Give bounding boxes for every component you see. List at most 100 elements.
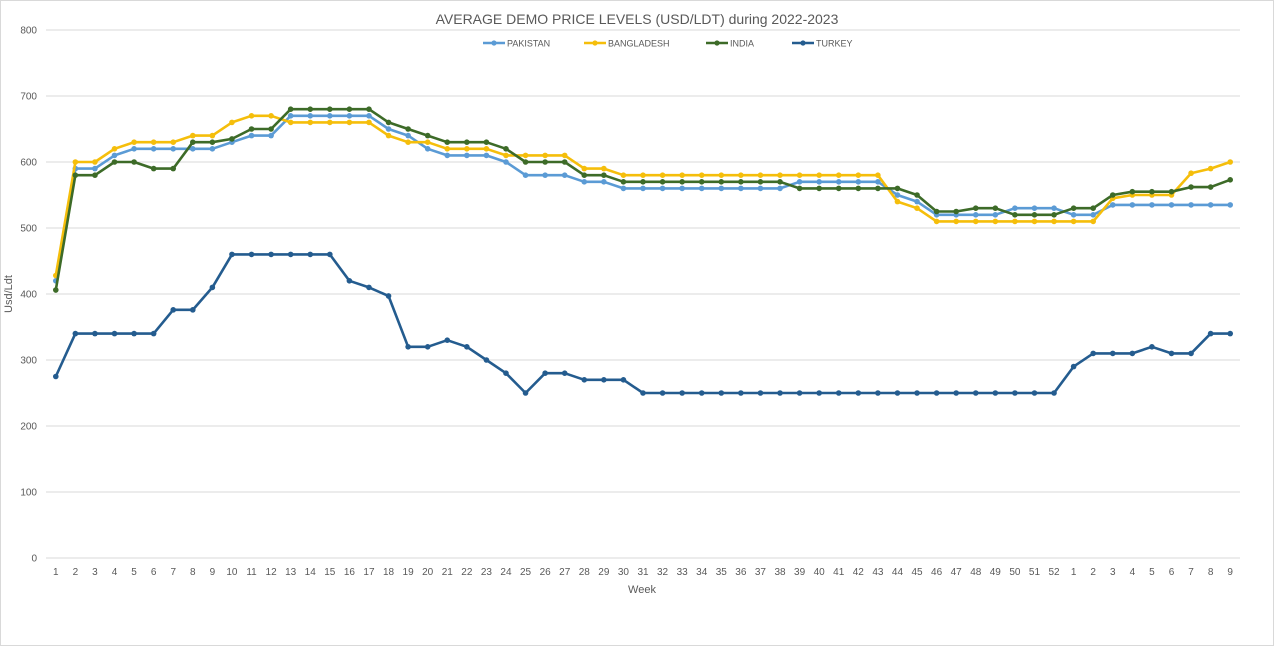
data-point xyxy=(72,330,79,337)
data-point xyxy=(1149,344,1155,350)
data-point xyxy=(1090,205,1096,211)
x-tick-label: 32 xyxy=(657,567,669,578)
data-point xyxy=(405,139,411,145)
data-point xyxy=(561,159,568,165)
data-point xyxy=(1031,212,1038,218)
data-point xyxy=(718,390,725,396)
data-point xyxy=(835,185,842,192)
data-point xyxy=(209,146,216,152)
x-axis-ticks: 1 2 3 4 5 6 7 8 9 10 11 12 13 14 15 16 17 18 19 20 21 22 23 24 2… xyxy=(53,567,1233,578)
legend-marker xyxy=(714,40,720,46)
data-point xyxy=(405,132,411,139)
data-point xyxy=(366,106,372,112)
data-point xyxy=(483,146,490,152)
data-point xyxy=(1149,202,1155,208)
x-tick-label: 38 xyxy=(774,567,786,578)
data-point xyxy=(933,208,940,215)
x-tick-label: 8 xyxy=(190,567,196,578)
data-point xyxy=(1207,202,1214,208)
data-point xyxy=(131,330,137,337)
data-point xyxy=(1031,218,1038,225)
data-point xyxy=(366,284,372,291)
data-point xyxy=(190,307,196,313)
data-point xyxy=(327,119,333,126)
x-tick-label: 23 xyxy=(481,567,493,578)
data-point xyxy=(1227,177,1234,183)
y-tick-label: 200 xyxy=(20,422,37,433)
data-point xyxy=(659,179,666,185)
x-tick-label: 34 xyxy=(696,567,708,578)
data-point xyxy=(405,344,411,350)
data-point xyxy=(444,139,451,145)
data-point xyxy=(366,113,372,119)
data-point xyxy=(444,146,451,152)
data-point xyxy=(659,390,666,396)
x-tick-label: 33 xyxy=(677,567,689,578)
data-point xyxy=(542,152,548,159)
x-tick-label: 4 xyxy=(1130,567,1136,578)
x-tick-label: 39 xyxy=(794,567,806,578)
data-point xyxy=(1090,218,1096,225)
data-point xyxy=(679,390,685,396)
legend: PAKISTAN BANGLADESH INDIA TURKEY xyxy=(483,39,853,49)
data-point xyxy=(1051,205,1057,211)
data-point xyxy=(1227,330,1234,337)
data-point xyxy=(522,172,529,178)
data-point xyxy=(248,126,255,132)
data-point xyxy=(1168,350,1175,357)
data-point xyxy=(620,172,627,178)
data-point xyxy=(1188,184,1194,190)
data-point xyxy=(405,126,411,132)
data-point xyxy=(503,146,509,152)
data-point xyxy=(601,377,607,383)
x-tick-label: 17 xyxy=(363,567,375,578)
data-point xyxy=(444,152,451,159)
data-point xyxy=(875,390,881,396)
data-point xyxy=(933,218,940,225)
data-point xyxy=(92,159,98,165)
data-point xyxy=(1227,159,1234,165)
data-point xyxy=(1109,350,1116,357)
data-point xyxy=(875,172,881,178)
y-tick-label: 700 xyxy=(20,92,37,103)
data-point xyxy=(1207,184,1214,190)
x-tick-label: 7 xyxy=(170,567,176,578)
data-point xyxy=(385,126,392,132)
data-point xyxy=(620,179,627,185)
data-point xyxy=(894,390,901,396)
data-point xyxy=(1109,192,1116,198)
x-tick-label: 9 xyxy=(210,567,216,578)
data-point xyxy=(92,172,98,178)
data-point xyxy=(796,390,803,396)
data-point xyxy=(738,172,744,178)
data-point xyxy=(503,159,509,165)
data-point xyxy=(464,344,470,350)
data-point xyxy=(111,146,118,152)
x-tick-label: 2 xyxy=(1090,567,1096,578)
data-point xyxy=(894,192,901,198)
data-point xyxy=(972,205,979,211)
data-point xyxy=(424,139,431,145)
data-point xyxy=(1149,188,1155,195)
legend-label: TURKEY xyxy=(816,39,853,49)
data-point xyxy=(914,192,920,198)
x-tick-label: 48 xyxy=(970,567,982,578)
x-tick-label: 24 xyxy=(500,567,512,578)
data-point xyxy=(1012,212,1018,218)
data-point xyxy=(1090,350,1096,357)
data-point xyxy=(875,179,881,185)
x-tick-label: 8 xyxy=(1208,567,1214,578)
x-tick-label: 29 xyxy=(598,567,610,578)
series-turkey xyxy=(52,251,1234,396)
x-tick-label: 36 xyxy=(735,567,747,578)
x-tick-label: 25 xyxy=(520,567,532,578)
data-point xyxy=(992,390,999,396)
data-point xyxy=(1031,205,1038,211)
data-point xyxy=(953,208,959,215)
data-point xyxy=(366,119,372,126)
legend-item-bangladesh: BANGLADESH xyxy=(584,39,670,49)
x-tick-label: 47 xyxy=(951,567,963,578)
data-point xyxy=(855,390,862,396)
legend-marker xyxy=(800,40,806,46)
